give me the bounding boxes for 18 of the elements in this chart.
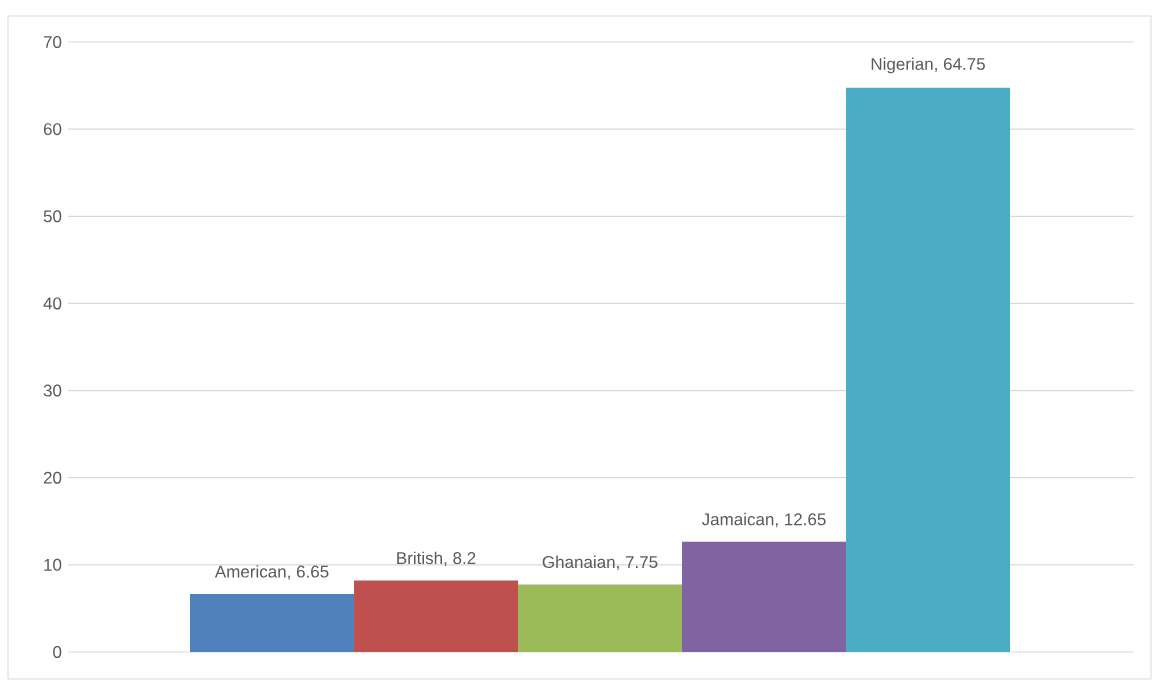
- data-label: Jamaican, 12.65: [701, 512, 826, 528]
- y-tick-label: 50: [43, 210, 62, 223]
- data-label: British, 8.2: [397, 551, 476, 567]
- bar: [846, 87, 1010, 652]
- bar: [682, 541, 847, 652]
- bar: [190, 594, 355, 652]
- bar: [518, 584, 683, 652]
- y-tick-label: 20: [43, 471, 62, 484]
- data-label: American, 6.65: [214, 565, 329, 580]
- y-tick-label: 0: [53, 645, 62, 658]
- y-tick-label: 40: [43, 297, 62, 310]
- y-tick-label: 10: [44, 558, 62, 571]
- data-label: Nigerian, 64.75: [871, 57, 985, 74]
- data-label: Ghanaian, 7.75: [542, 555, 658, 571]
- y-tick-label: 30: [43, 384, 62, 397]
- y-tick-label: 70: [43, 36, 62, 49]
- bar: [354, 580, 519, 652]
- y-tick-label: 60: [43, 123, 62, 136]
